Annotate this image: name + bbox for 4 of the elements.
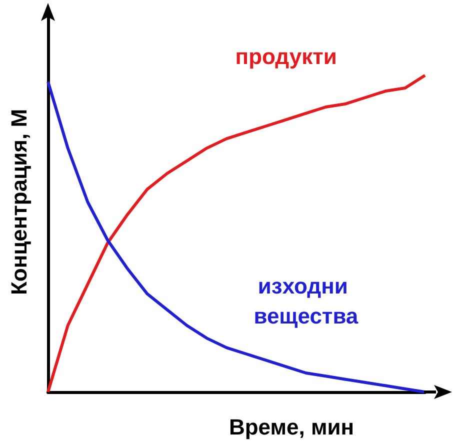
series-label: изходни вещества bbox=[254, 274, 359, 328]
y-axis-title: Концентрация, М bbox=[6, 108, 32, 296]
x-axis-title: Време, мин bbox=[228, 414, 354, 440]
series-label: продукти bbox=[235, 44, 337, 70]
